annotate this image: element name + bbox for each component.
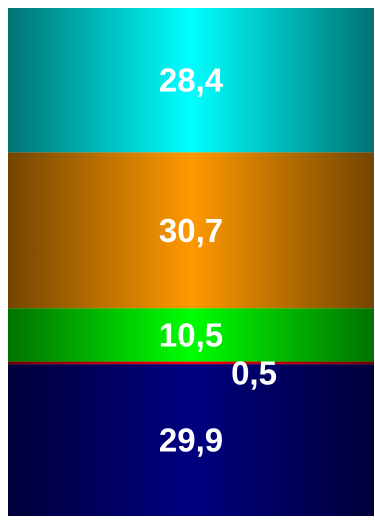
data-labels: 29,90,510,5 30,7 28,4 [159, 62, 277, 459]
data-label-1: 0,5 [231, 354, 277, 391]
bar-segments [8, 8, 374, 516]
bar-segment-4 [8, 8, 374, 153]
bar-segment-2 [8, 308, 374, 362]
data-label-2: 10,5 [159, 316, 223, 353]
data-label-0: 29,9 [159, 422, 223, 459]
data-label-3: 30,7 [159, 212, 223, 249]
data-label-4: 28,4 [159, 62, 224, 99]
bar-segment-1 [8, 361, 374, 365]
bar-segment-0 [8, 364, 374, 516]
bar-segment-3 [8, 152, 374, 309]
